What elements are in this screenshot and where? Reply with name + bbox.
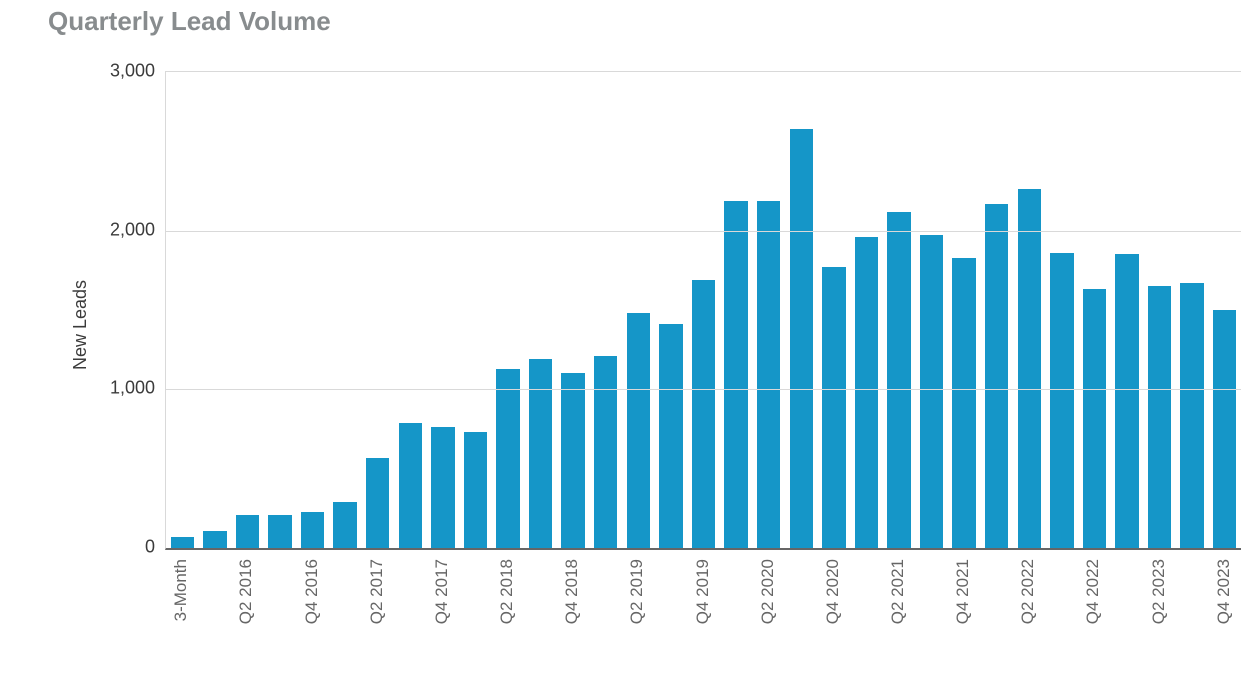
x-tick-label: Q4 2016 (302, 559, 322, 624)
bar (1148, 286, 1171, 548)
bar (1115, 254, 1138, 548)
x-tick-label: Q4 2022 (1083, 559, 1103, 624)
y-tick-label: 3,000 (85, 61, 155, 82)
x-tick-label: Q2 2023 (1149, 559, 1169, 624)
bar (1180, 283, 1203, 548)
bar (790, 129, 813, 548)
bar (985, 204, 1008, 548)
bar (431, 427, 454, 548)
bar (366, 458, 389, 548)
bar (822, 267, 845, 548)
bar (692, 280, 715, 548)
bar (659, 324, 682, 548)
gridline (166, 389, 1241, 390)
x-tick-label: Q2 2018 (497, 559, 517, 624)
x-tick-label: Q4 2023 (1214, 559, 1234, 624)
bar (1018, 189, 1041, 548)
bar (1213, 310, 1236, 548)
y-axis-label: New Leads (70, 280, 91, 370)
plot-area (165, 71, 1241, 550)
bar (561, 373, 584, 548)
y-tick-label: 1,000 (85, 378, 155, 399)
y-tick-label: 0 (85, 537, 155, 558)
bar (952, 258, 975, 548)
bar (757, 201, 780, 548)
bar (399, 423, 422, 548)
bar (724, 201, 747, 548)
x-tick-label: Q2 2017 (367, 559, 387, 624)
bar (1050, 253, 1073, 548)
bar (887, 212, 910, 548)
bar (464, 432, 487, 548)
bar (171, 537, 194, 548)
bar (496, 369, 519, 548)
chart-title: Quarterly Lead Volume (48, 6, 331, 37)
x-tick-label: Q2 2020 (758, 559, 778, 624)
bar (1083, 289, 1106, 548)
bar (236, 515, 259, 548)
x-tick-label: Q2 2016 (236, 559, 256, 624)
bar (594, 356, 617, 548)
bar (333, 502, 356, 548)
x-tick-label: Q2 2021 (888, 559, 908, 624)
bar (855, 237, 878, 548)
bar (203, 531, 226, 548)
x-tick-label: 3-Month (171, 559, 191, 621)
x-tick-label: Q2 2019 (627, 559, 647, 624)
x-tick-label: Q4 2018 (562, 559, 582, 624)
bar (268, 515, 291, 548)
bars-group (166, 72, 1241, 548)
x-tick-label: Q4 2021 (953, 559, 973, 624)
x-tick-label: Q4 2020 (823, 559, 843, 624)
x-tick-label: Q4 2019 (693, 559, 713, 624)
x-tick-label: Q2 2022 (1018, 559, 1038, 624)
bar (301, 512, 324, 548)
bar (529, 359, 552, 548)
chart-container: Quarterly Lead Volume New Leads 0 1,000 2,… (0, 0, 1250, 682)
gridline (166, 231, 1241, 232)
bar (627, 313, 650, 548)
bar (920, 235, 943, 548)
y-tick-label: 2,000 (85, 219, 155, 240)
x-tick-label: Q4 2017 (432, 559, 452, 624)
